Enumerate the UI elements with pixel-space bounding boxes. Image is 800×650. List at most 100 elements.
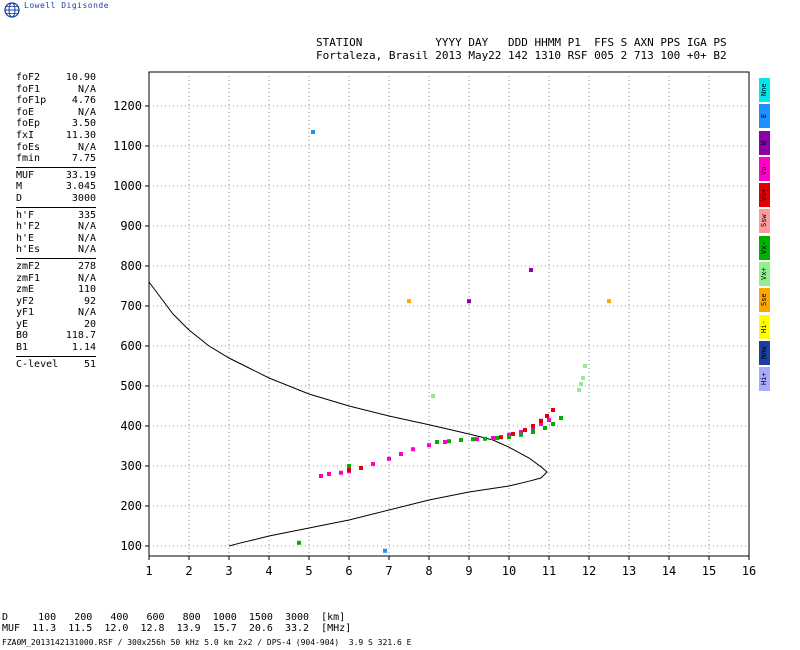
legend-item-w: W	[759, 130, 770, 155]
parameter-value: 118.7	[65, 330, 96, 342]
y-tick-label: 1200	[113, 99, 142, 113]
y-tick-label: 300	[120, 459, 142, 473]
x-tick-label: 1	[145, 564, 152, 578]
muf-value-row: MUF 11.3 11.5 12.0 12.8 13.9 15.7 20.6 3…	[2, 623, 352, 634]
echo-point-vx-	[543, 426, 547, 430]
parameter-value: N/A	[77, 272, 96, 284]
parameter-name: foE	[16, 106, 35, 118]
echo-point-vo-	[347, 468, 351, 472]
header-columns: STATION YYYY DAY DDD HHMM P1 FFS S AXN P…	[316, 36, 727, 49]
echo-point-vo-	[339, 470, 343, 475]
legend-label: Sse	[760, 294, 768, 307]
parameter-name: D	[16, 192, 23, 204]
legend-item-sse: Sse	[759, 288, 770, 313]
echo-legend: Nne E W Vo- Vo+ Ssw Vx- Vx+ Sse Hi- Nnw Hi+	[759, 78, 771, 394]
parameter-value: N/A	[77, 83, 96, 95]
echo-point-vx-	[483, 436, 487, 441]
scaled-parameters-panel: foF2 10.90 foF1 N/A foF1p 4.76 foE N/A foEp 3.50 f…	[16, 72, 96, 370]
legend-label: W	[760, 140, 768, 145]
x-tick-label: 6	[345, 564, 352, 578]
parameter-value: N/A	[77, 232, 96, 244]
parameter-name: h'F	[16, 209, 35, 221]
parameter-name: foF2	[16, 72, 41, 83]
x-tick-label: 11	[542, 564, 556, 578]
header-values: Fortaleza, Brasil 2013 May22 142 1310 RS…	[316, 49, 727, 62]
parameter-divider	[16, 257, 96, 259]
muf-table: D 100 200 400 600 800 1000 1500 3000 [km…	[2, 612, 351, 634]
parameter-name: B0	[16, 330, 29, 342]
echo-point-vx-	[431, 394, 435, 398]
parameter-value: 278	[77, 260, 96, 272]
echo-point-w	[529, 268, 533, 272]
legend-label: Vx-	[760, 241, 768, 255]
x-tick-label: 15	[702, 564, 716, 578]
parameter-row: C-level 51	[16, 359, 96, 371]
echo-point-vx-	[577, 388, 581, 392]
echo-point-vx-	[581, 376, 585, 380]
legend-label: Vx+	[760, 267, 768, 281]
legend-item-nne: Nne	[759, 78, 770, 102]
legend-label: Vo-	[760, 162, 768, 176]
parameter-value: 4.76	[71, 95, 96, 107]
y-tick-label: 1100	[113, 139, 142, 153]
x-tick-label: 4	[265, 564, 272, 578]
legend-item-vx-: Vx-	[759, 235, 770, 260]
echo-point-vx-	[459, 438, 463, 442]
legend-label: Nne	[760, 83, 768, 97]
legend-item-vx-: Vx+	[759, 262, 770, 287]
parameter-name: yF2	[16, 295, 35, 307]
parameter-row: zmE 110	[16, 284, 96, 296]
echo-point-vx-	[447, 439, 451, 444]
echo-point-vx-	[559, 416, 563, 420]
parameter-row: MUF 33.19	[16, 170, 96, 182]
y-tick-label: 1000	[113, 179, 142, 193]
parameter-name: yE	[16, 318, 29, 330]
legend-label: Hi-	[760, 320, 768, 333]
parameter-row: zmF2 278	[16, 261, 96, 273]
parameter-row: yF1 N/A	[16, 307, 96, 319]
legend-label: Nnw	[760, 346, 768, 360]
logo-text: Lowell Digisonde	[24, 1, 110, 10]
parameter-row: B1 1.14	[16, 342, 96, 354]
legend-item-e: E	[759, 104, 770, 129]
parameter-row: yF2 92	[16, 296, 96, 308]
echo-point-vo-	[399, 452, 403, 456]
legend-item-vo-: Vo+	[759, 183, 770, 208]
echo-point-sse	[407, 299, 411, 304]
parameter-row: h'E N/A	[16, 233, 96, 245]
legend-item-hi-: Hi-	[759, 314, 770, 339]
x-tick-label: 13	[622, 564, 636, 578]
y-tick-label: 600	[120, 339, 142, 353]
echo-point-vx-	[507, 435, 511, 440]
parameter-row: M 3.045	[16, 181, 96, 193]
parameter-divider	[16, 166, 96, 168]
echo-point-vo-	[519, 430, 523, 434]
parameter-name: zmF2	[16, 260, 41, 272]
parameter-row: foEp 3.50	[16, 118, 96, 130]
y-tick-label: 500	[120, 379, 142, 393]
x-tick-label: 8	[425, 564, 432, 578]
parameter-row: D 3000	[16, 193, 96, 205]
file-info: FZA0M_2013142131000.RSF / 300x256h 50 kH…	[2, 638, 412, 647]
parameter-name: foEs	[16, 141, 41, 153]
parameter-row: fmin 7.75	[16, 153, 96, 165]
echo-point-sse	[607, 299, 611, 304]
y-tick-label: 200	[120, 499, 142, 513]
parameter-row: foE N/A	[16, 107, 96, 119]
parameter-value: 7.75	[71, 153, 96, 165]
profile-curve	[148, 281, 548, 547]
parameter-name: foF1p	[16, 95, 47, 107]
x-tick-label: 10	[502, 564, 516, 578]
echo-point-e	[311, 130, 315, 134]
echo-point-vo-	[371, 462, 375, 466]
y-tick-label: 700	[120, 299, 142, 313]
x-tick-label: 5	[305, 564, 312, 578]
echo-point-vo-	[475, 437, 479, 442]
x-tick-label: 7	[385, 564, 392, 578]
muf-distance-row: D 100 200 400 600 800 1000 1500 3000 [km…	[2, 612, 346, 623]
parameter-name: B1	[16, 342, 29, 354]
parameter-row: fxI 11.30	[16, 130, 96, 142]
parameter-value: 11.30	[65, 129, 96, 141]
parameter-value: 1.14	[71, 342, 96, 354]
parameter-divider	[16, 206, 96, 208]
